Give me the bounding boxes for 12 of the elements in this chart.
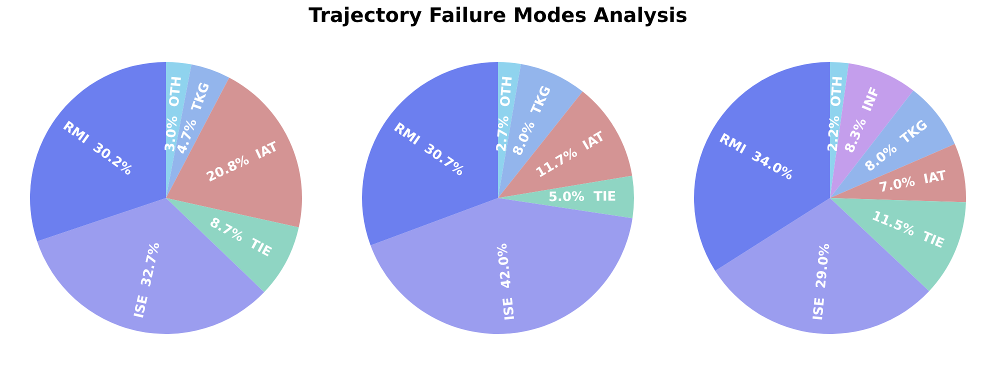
slice-label: ISE 42.0% bbox=[495, 242, 518, 322]
slice-label: ISE 32.7% bbox=[132, 240, 164, 320]
pie-slice bbox=[166, 198, 299, 292]
slice-label: 2.2% OTH bbox=[826, 76, 846, 152]
pie-slice bbox=[362, 62, 498, 246]
slice-label: 7.0% IAT bbox=[878, 168, 948, 196]
pie-slice bbox=[830, 198, 966, 292]
slice-label: 8.0% TKG bbox=[510, 84, 555, 158]
pie-slice bbox=[30, 62, 166, 242]
chart-title: Trajectory Failure Modes Analysis bbox=[308, 3, 688, 27]
slice-label: 5.0% TIE bbox=[548, 190, 616, 206]
slice-label: ISE 29.0% bbox=[810, 242, 834, 322]
